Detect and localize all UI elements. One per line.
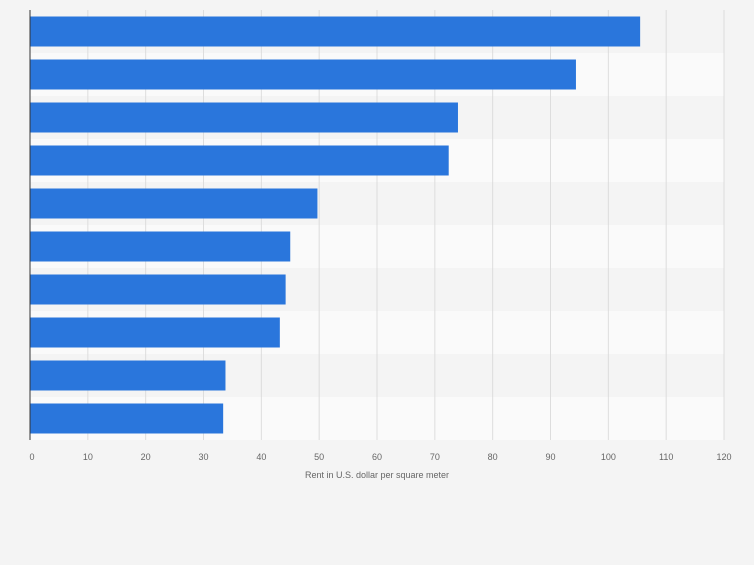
x-tick-label: 40: [256, 452, 266, 462]
x-tick-label: 110: [659, 452, 673, 462]
bar: [30, 231, 291, 262]
x-tick-label: 20: [141, 452, 151, 462]
bar: [30, 317, 280, 348]
bar: [30, 403, 224, 434]
bar: [30, 102, 458, 133]
bar: [30, 59, 576, 90]
x-tick-label: 60: [372, 452, 382, 462]
x-tick-label: 90: [545, 452, 555, 462]
x-tick-label: 120: [716, 452, 731, 462]
x-tick-label: 10: [83, 452, 93, 462]
x-axis-label: Rent in U.S. dollar per square meter: [305, 470, 449, 480]
bar: [30, 16, 641, 47]
bar: [30, 145, 449, 176]
x-tick-label: 100: [601, 452, 616, 462]
x-tick-label: 50: [314, 452, 324, 462]
bar: [30, 360, 226, 391]
x-tick-label: 30: [198, 452, 208, 462]
bars: [30, 16, 641, 434]
bar: [30, 188, 318, 219]
x-axis-ticks: 0 10 20 30 40 50 60 70 80 90 100 110 120: [29, 452, 731, 462]
x-tick-label: 0: [29, 452, 34, 462]
x-tick-label: 80: [488, 452, 498, 462]
x-tick-label: 70: [430, 452, 440, 462]
bar: [30, 274, 286, 305]
